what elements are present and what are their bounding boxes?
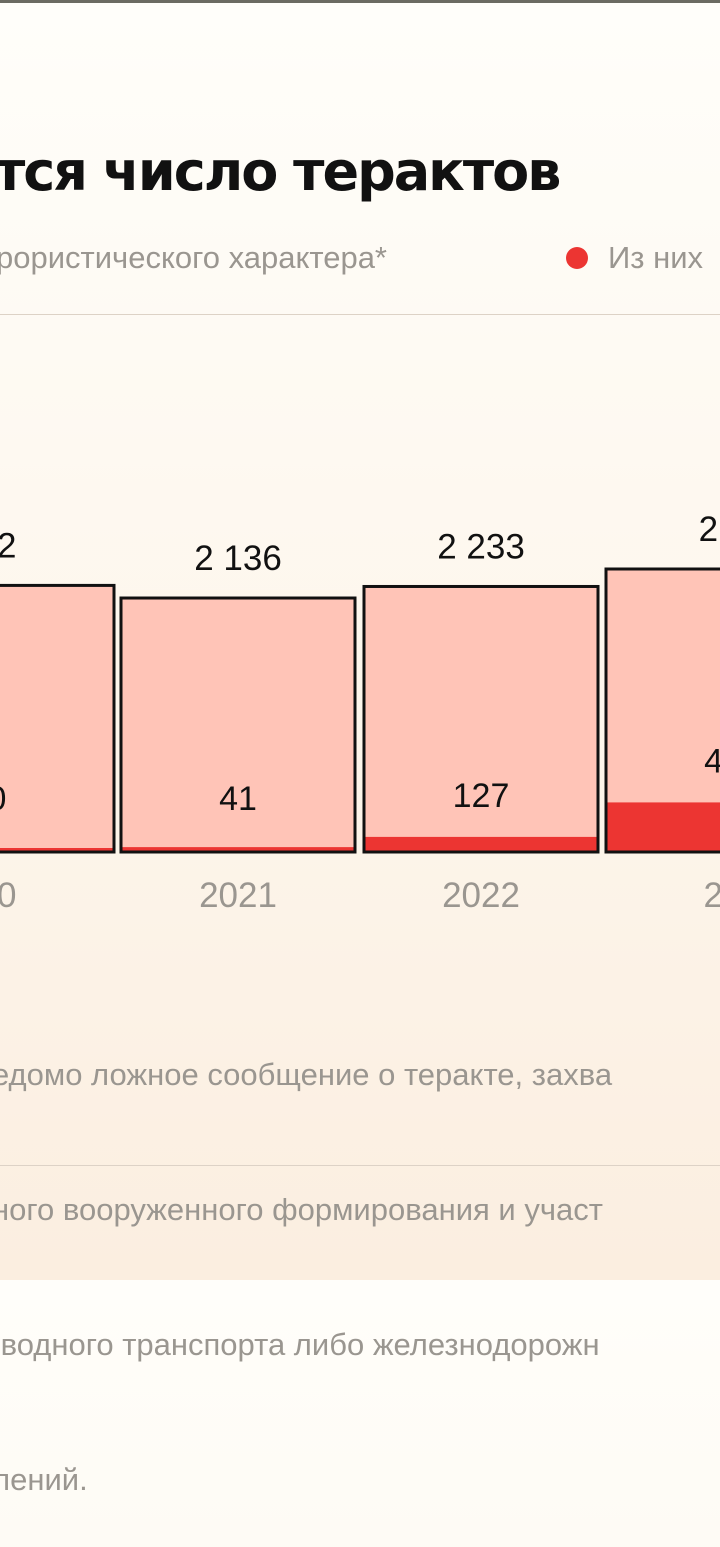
category-label: 20 bbox=[704, 876, 720, 915]
bar-sub bbox=[123, 847, 354, 850]
value-label-sub: 41 bbox=[704, 742, 720, 780]
footnote-line: лений. bbox=[0, 1457, 720, 1502]
category-label: 20 bbox=[0, 876, 16, 915]
value-label-total: 2 3 bbox=[699, 510, 720, 549]
footnote: едомо ложное сообщение о теракте, захва … bbox=[0, 962, 720, 1547]
bar-total bbox=[0, 585, 114, 852]
footnote-line: водного транспорта либо железнодорожн bbox=[0, 1322, 720, 1367]
category-label: 2021 bbox=[199, 876, 277, 915]
category-label: 2022 bbox=[442, 876, 520, 915]
value-label-sub: 127 bbox=[453, 777, 510, 815]
footnote-line: ного вооруженного формирования и участ bbox=[0, 1187, 720, 1232]
footer-divider bbox=[0, 1165, 720, 1166]
footnote-line: едомо ложное сообщение о теракте, захва bbox=[0, 1052, 720, 1097]
value-label-sub: 0 bbox=[0, 780, 6, 818]
value-label-total: 2 233 bbox=[437, 527, 525, 566]
bar-sub bbox=[608, 802, 720, 850]
bar-sub bbox=[366, 837, 597, 851]
bar-sub bbox=[0, 848, 113, 851]
value-label-sub: 41 bbox=[219, 780, 257, 818]
value-label-total: 2 136 bbox=[194, 539, 282, 578]
value-label-total: 42 bbox=[0, 526, 16, 565]
bar-chart: 42 0 20 2 136 41 2021 2 233 127 2022 2 3 41 20 bbox=[0, 0, 720, 960]
